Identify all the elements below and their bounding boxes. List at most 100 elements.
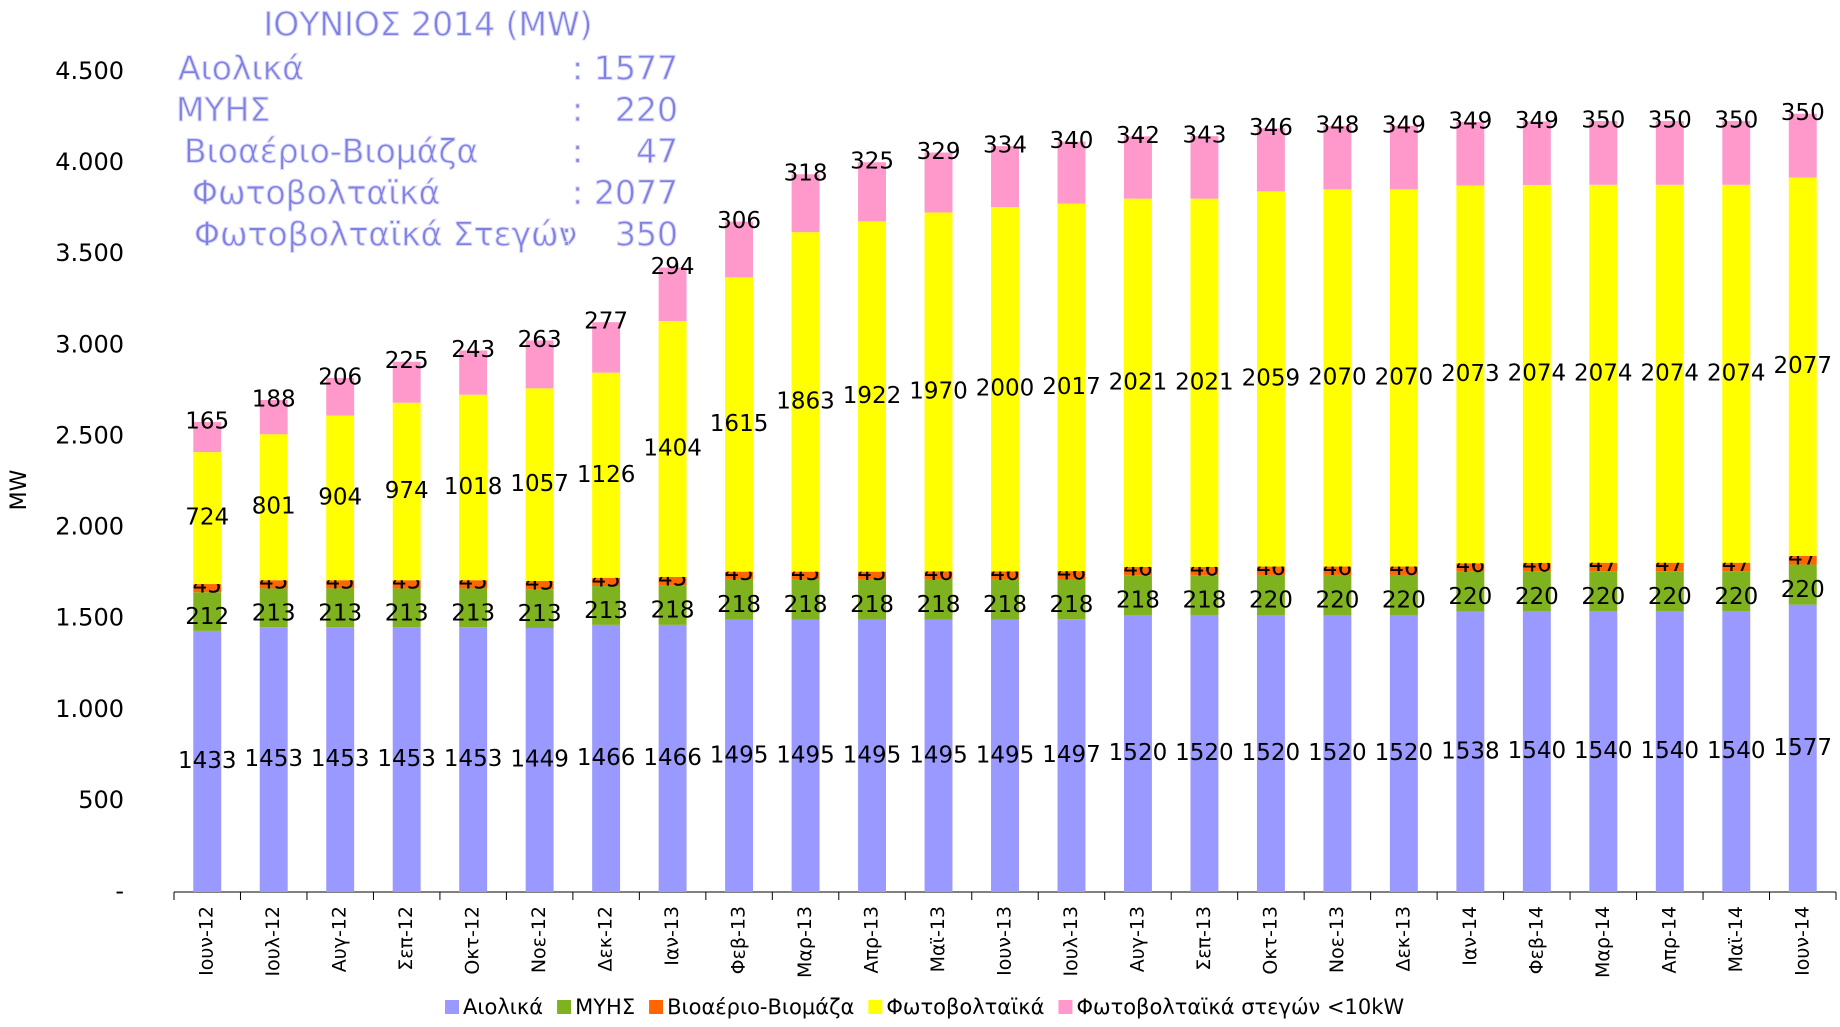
bar-segment	[1057, 571, 1086, 580]
bar-segment	[326, 415, 355, 581]
bar-segment	[1323, 574, 1352, 616]
bar-segment	[1655, 611, 1684, 892]
bar-segment	[924, 212, 953, 572]
x-tick-label: Σεπ-12	[395, 906, 417, 971]
bar-segment	[991, 571, 1019, 580]
x-tick-label: Φεβ-14	[1525, 906, 1547, 974]
bar-segment	[259, 627, 288, 892]
data-label: 974	[385, 478, 429, 504]
data-label: 306	[717, 208, 761, 234]
annotation-label: Φωτοβολταϊκά Στεγών	[194, 215, 577, 254]
bar-segment	[1589, 121, 1618, 185]
bar-segment	[858, 162, 887, 222]
data-label: 213	[252, 600, 296, 626]
x-tick-label: Ιαν-14	[1459, 906, 1481, 966]
bar-segment	[858, 571, 887, 580]
bar-segment	[525, 589, 554, 628]
legend-label: Βιοαέριο-Βιομάζα	[667, 995, 854, 1019]
bar-segment	[924, 152, 953, 213]
x-tick-label: Δεκ-13	[1392, 906, 1414, 972]
bar-segment	[991, 207, 1019, 572]
data-label: 213	[385, 600, 429, 626]
x-tick-label: Αυγ-13	[1126, 906, 1148, 972]
bar-segment	[1123, 198, 1152, 567]
x-tick-label: Οκτ-13	[1259, 906, 1281, 975]
data-label: 220	[1382, 587, 1426, 613]
bar-segment	[991, 579, 1019, 620]
bar-segment	[525, 580, 554, 590]
data-label: 1466	[643, 745, 702, 771]
data-label: 218	[1050, 592, 1094, 618]
bar-segment	[1123, 575, 1152, 616]
data-label: 2000	[976, 376, 1035, 402]
bar-segment	[592, 624, 621, 892]
bar-segment	[259, 580, 288, 589]
bar-segment	[193, 592, 222, 631]
data-label: 218	[983, 592, 1027, 618]
bar-segment	[658, 576, 687, 586]
annotation-label: Φωτοβολταϊκά	[192, 173, 440, 212]
data-label: 2074	[1641, 360, 1700, 386]
data-label: 1538	[1441, 738, 1500, 764]
data-label: 1433	[178, 748, 237, 774]
bar-segment	[1456, 571, 1485, 612]
data-label: 218	[1116, 588, 1160, 614]
bar-segment	[1190, 198, 1219, 567]
data-label: 346	[1249, 115, 1293, 141]
bar-segment	[1788, 113, 1817, 178]
data-label: 1520	[1109, 740, 1168, 766]
data-label: 350	[1648, 108, 1692, 134]
x-tick-label: Νοε-13	[1326, 906, 1348, 973]
data-label: 213	[451, 600, 495, 626]
bar-segment	[1522, 611, 1551, 892]
bar-segment	[259, 588, 288, 628]
bar-segment	[1655, 571, 1684, 612]
data-label: 1497	[1042, 742, 1101, 768]
bar-segment	[592, 577, 621, 587]
data-label: 1970	[909, 378, 968, 404]
data-label: 1495	[710, 742, 769, 768]
data-label: 218	[651, 598, 695, 624]
data-label: 2021	[1109, 369, 1168, 395]
bar-segment	[525, 388, 554, 581]
data-label: 1615	[710, 411, 769, 437]
bar-segment	[1057, 203, 1086, 572]
bar-segment	[658, 585, 687, 625]
bar-segment	[1522, 571, 1551, 612]
bar-segment	[1256, 615, 1285, 892]
bar-segment	[1788, 555, 1817, 565]
bar-segment	[658, 267, 687, 322]
bar-segment	[725, 221, 754, 278]
bar-segment	[1589, 571, 1618, 612]
bar-segment	[392, 588, 421, 628]
data-label: 329	[917, 139, 961, 165]
bar-segment	[924, 619, 953, 892]
bar-segment	[1722, 184, 1751, 563]
annotation-title: ΙΟΥΝΙΟΣ 2014 (MW)	[264, 5, 593, 44]
bar-segment	[326, 588, 355, 628]
bar-segment	[392, 580, 421, 589]
bar-segment	[1323, 566, 1352, 575]
x-tick-label: Μαϊ-14	[1725, 906, 1747, 972]
annotation-label: Αιολικά	[178, 49, 304, 88]
annotation-separator: :	[572, 49, 583, 88]
bar-segment	[1655, 184, 1684, 563]
data-label: 2074	[1707, 360, 1766, 386]
data-label: 1453	[377, 746, 436, 772]
data-label: 2070	[1375, 364, 1434, 390]
bar-segment	[1722, 611, 1751, 892]
bar-segment	[1389, 189, 1418, 567]
data-label: 1540	[1574, 738, 1633, 764]
annotation-value: 47	[636, 132, 678, 171]
bar-segment	[1788, 564, 1817, 605]
data-label: 325	[850, 149, 894, 175]
bar-segment	[1389, 566, 1418, 575]
x-tick-label: Ιουν-14	[1791, 906, 1813, 976]
annotation-value: 2077	[594, 173, 678, 212]
bar-segment	[326, 377, 355, 416]
data-label: 1577	[1773, 735, 1832, 761]
bar-segment	[459, 394, 488, 581]
data-label: 1404	[643, 436, 702, 462]
y-tick-label: 2.000	[55, 513, 124, 541]
bar-segment	[1323, 615, 1352, 892]
